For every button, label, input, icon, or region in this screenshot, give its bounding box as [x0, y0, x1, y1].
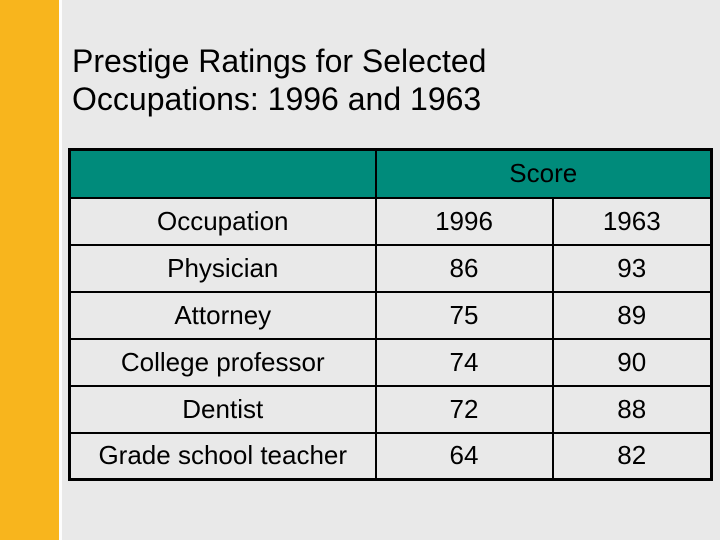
- prestige-ratings-table: Score Occupation 1996 1963 Physician 86 …: [68, 148, 714, 481]
- table-row: Dentist 72 88: [68, 384, 713, 434]
- occupation-cell: College professor: [68, 337, 377, 387]
- score-1996-cell: 72: [374, 384, 554, 434]
- occupation-column-header: Occupation: [68, 196, 377, 246]
- score-1963-cell: 93: [551, 243, 713, 293]
- slide-title: Prestige Ratings for Selected Occupation…: [72, 42, 486, 118]
- occupation-cell: Physician: [68, 243, 377, 293]
- table-row: Attorney 75 89: [68, 290, 713, 340]
- score-group-header: Score: [374, 148, 713, 199]
- table-row: Grade school teacher 64 82: [68, 431, 713, 481]
- score-1963-cell: 82: [551, 431, 713, 481]
- score-1963-cell: 89: [551, 290, 713, 340]
- table-row: College professor 74 90: [68, 337, 713, 387]
- year-1996-column-header: 1996: [374, 196, 554, 246]
- table-row: Physician 86 93: [68, 243, 713, 293]
- score-1963-cell: 90: [551, 337, 713, 387]
- score-1996-cell: 86: [374, 243, 554, 293]
- slide-title-line-2: Occupations: 1996 and 1963: [72, 81, 482, 117]
- year-1963-column-header: 1963: [551, 196, 713, 246]
- occupation-cell: Grade school teacher: [68, 431, 377, 481]
- score-1996-cell: 64: [374, 431, 554, 481]
- left-accent-bar: [0, 0, 62, 540]
- score-group-header-row: Score: [68, 148, 713, 199]
- column-header-row: Occupation 1996 1963: [68, 196, 713, 246]
- empty-corner-cell: [68, 148, 377, 199]
- score-1963-cell: 88: [551, 384, 713, 434]
- occupation-cell: Attorney: [68, 290, 377, 340]
- slide-title-line-1: Prestige Ratings for Selected: [72, 43, 487, 79]
- score-1996-cell: 74: [374, 337, 554, 387]
- score-1996-cell: 75: [374, 290, 554, 340]
- occupation-cell: Dentist: [68, 384, 377, 434]
